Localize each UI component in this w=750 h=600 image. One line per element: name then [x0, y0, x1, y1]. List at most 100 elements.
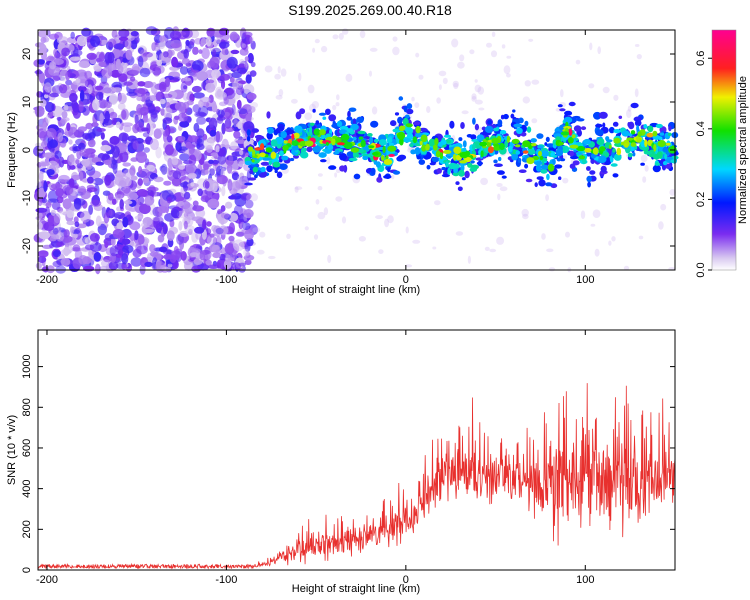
spectrogram-cell: [153, 216, 164, 225]
spectrogram-cell: [415, 125, 421, 134]
spectrogram-cell: [438, 70, 447, 77]
y-tick-label: 200: [21, 520, 33, 538]
spectrogram-x-label: Height of straight line (km): [292, 284, 420, 296]
spectrogram-cell: [314, 38, 320, 44]
spectrogram-cell: [139, 67, 151, 78]
spectrogram-cell: [375, 161, 381, 168]
spectrogram-cell: [453, 153, 457, 161]
spectrogram-cell: [515, 150, 521, 155]
snr-panel: -200 -100 0 100 0 200 400 600 800 1000 Height of…: [6, 329, 676, 595]
spectrogram-cell: [436, 97, 441, 104]
spectrogram-cell: [602, 122, 606, 128]
spectrogram-cell: [112, 87, 122, 93]
spectrogram-cell: [270, 151, 277, 159]
spectrogram-cell: [270, 139, 278, 147]
spectrogram-cell: [420, 134, 428, 143]
spectrogram-cell: [513, 123, 523, 128]
spectrogram-cell: [250, 163, 259, 168]
spectrogram-cell: [503, 113, 509, 120]
spectrogram-cell: [54, 52, 62, 60]
spectrogram-cell: [492, 143, 500, 147]
spectrogram-cell: [474, 79, 478, 83]
spectrogram-cell: [337, 142, 345, 146]
spectrogram-cell: [157, 205, 169, 214]
spectrogram-cell: [501, 175, 507, 179]
spectrogram-cell: [584, 148, 592, 153]
spectrogram-cell: [107, 38, 117, 48]
spectrogram-cell: [241, 43, 246, 48]
spectrogram-cell: [159, 35, 165, 43]
spectrogram-cell: [244, 56, 249, 62]
spectrogram-cell: [129, 221, 141, 231]
spectrogram-cell: [225, 201, 233, 209]
spectrogram-cell: [431, 156, 440, 163]
spectrogram-cell: [87, 138, 96, 148]
spectrogram-cell: [510, 113, 515, 119]
spectrogram-cell: [230, 49, 240, 55]
spectrogram-cell: [358, 236, 366, 242]
spectrogram-cell: [291, 140, 299, 146]
spectrogram-cell: [370, 120, 379, 128]
spectrogram-cell: [652, 130, 658, 137]
spectrogram-cell: [231, 104, 236, 116]
spectrogram-cell: [659, 126, 667, 134]
spectrogram-cell: [453, 82, 459, 90]
spectrogram-cell: [63, 246, 70, 257]
spectrogram-cell: [236, 99, 242, 110]
spectrogram-cell: [522, 140, 531, 148]
spectrogram-cell: [613, 137, 621, 144]
spectrogram-cell: [244, 250, 251, 257]
spectrogram-cell: [121, 253, 129, 265]
spectrogram-cell: [226, 163, 233, 174]
spectrogram-cell: [67, 154, 75, 166]
spectrogram-cell: [565, 231, 570, 238]
spectrogram-cell: [317, 173, 323, 177]
snr-frame: [37, 329, 676, 571]
spectrogram-cell: [244, 259, 252, 265]
spectrogram-cell: [586, 175, 592, 183]
spectrogram-cell: [188, 145, 195, 155]
spectrogram-cell: [202, 219, 207, 230]
spectrogram-cell: [668, 125, 672, 132]
spectrogram-cell: [84, 70, 93, 80]
spectrogram-cell: [168, 165, 173, 176]
spectrogram-cell: [560, 89, 564, 98]
spectrogram-cell: [538, 179, 546, 187]
spectrogram-cell: [142, 177, 150, 184]
spectrogram-cell: [512, 109, 516, 113]
spectrogram-cell: [44, 93, 49, 99]
spectrogram-cell: [109, 111, 118, 119]
spectrogram-cell: [589, 170, 596, 175]
spectrogram-cell: [545, 136, 550, 143]
spectrogram-cell: [449, 120, 455, 129]
spectrogram-cell: [432, 246, 437, 250]
spectrogram-cell: [503, 65, 511, 75]
spectrogram-cell: [457, 186, 463, 192]
spectrogram-cell: [162, 117, 173, 124]
spectrogram-cell: [111, 118, 117, 126]
spectrogram-cell: [608, 240, 612, 246]
spectrogram-cell: [600, 165, 607, 173]
spectrogram-cell: [307, 84, 315, 94]
spectrogram-cell: [259, 231, 266, 238]
spectrogram-cell: [426, 106, 431, 113]
spectrogram-cell: [113, 43, 125, 50]
spectrogram-cell: [162, 224, 168, 235]
spectrogram-cell: [571, 134, 576, 139]
spectrogram-cell: [37, 250, 49, 258]
spectrogram-cell: [464, 170, 470, 179]
spectrogram-cell: [62, 184, 74, 196]
spectrogram-cell: [79, 150, 84, 157]
spectrogram-cell: [640, 162, 645, 166]
spectrogram-cell: [89, 95, 94, 102]
spectrogram-cell: [448, 162, 457, 170]
spectrogram-cell: [130, 76, 136, 82]
spectrogram-cell: [84, 244, 95, 251]
spectrogram-cell: [66, 36, 78, 44]
spectrogram-cell: [120, 238, 131, 246]
spectrogram-cell: [232, 81, 239, 90]
spectrogram-cell: [227, 179, 233, 191]
spectrogram-cell: [249, 36, 254, 44]
spectrogram-cell: [61, 111, 68, 119]
spectrogram-cell: [405, 123, 413, 128]
